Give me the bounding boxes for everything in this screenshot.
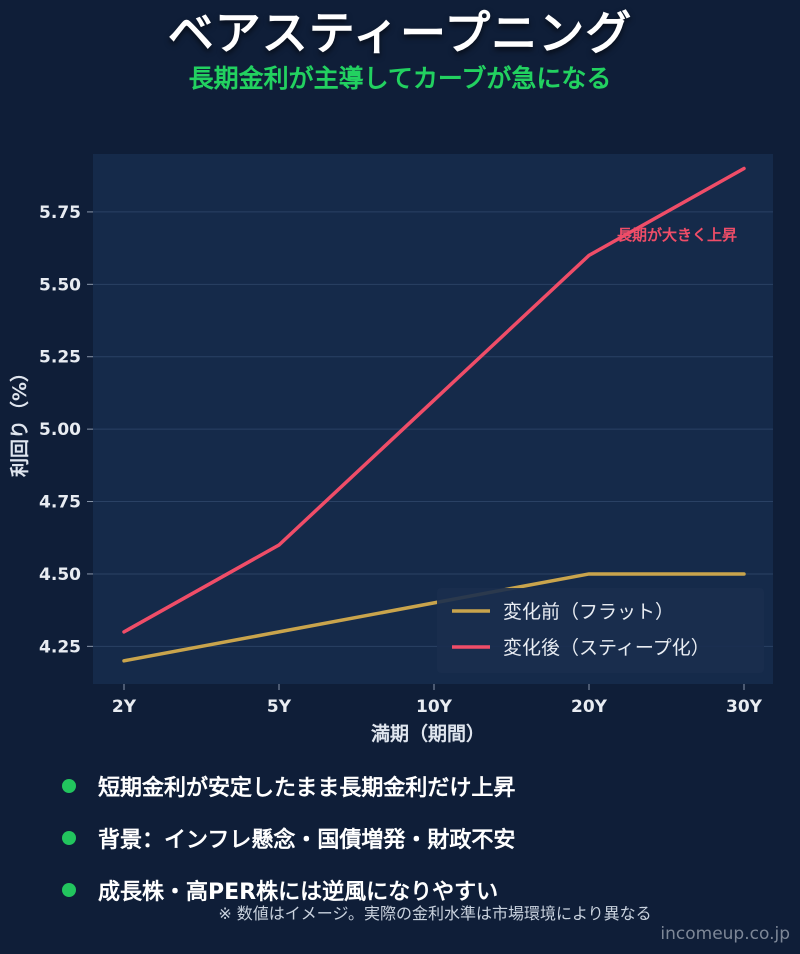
data-point [432, 601, 436, 605]
key-point-text: 短期金利が安定したまま長期金利だけ上昇 [98, 776, 516, 801]
y-axis-label: 利回り（%） [8, 363, 31, 477]
footnote: ※ 数値はイメージ。実際の金利水準は市場環境により異なる [218, 904, 652, 923]
x-tick-label: 30Y [726, 697, 763, 717]
legend-label-after: 変化後（スティープ化） [503, 637, 710, 659]
x-tick-label: 20Y [571, 697, 608, 717]
bullet-dot-icon [62, 779, 76, 793]
key-point-text: 背景：インフレ懸念・国債増発・財政不安 [98, 828, 516, 853]
legend-label-before: 変化前（フラット） [503, 601, 674, 623]
data-point [742, 166, 746, 170]
y-tick-label: 4.75 [39, 493, 81, 513]
y-tick-label: 5.25 [39, 348, 81, 368]
bullet-dot-icon [62, 883, 76, 897]
data-point [122, 630, 126, 634]
data-point [587, 253, 591, 257]
data-point [122, 659, 126, 663]
data-point [277, 543, 281, 547]
x-tick-label: 5Y [267, 697, 292, 717]
series-lines [122, 166, 746, 663]
key-point-item: 背景：インフレ懸念・国債増発・財政不安 [62, 812, 515, 864]
legend-box [437, 588, 764, 673]
y-tick-label: 5.00 [39, 420, 81, 440]
bullet-dot-icon [62, 831, 76, 845]
data-point [277, 630, 281, 634]
x-tick-label: 10Y [416, 697, 453, 717]
y-tick-label: 5.50 [39, 275, 81, 295]
y-tick-label: 4.25 [39, 637, 81, 657]
x-tick-label: 2Y [112, 697, 137, 717]
site-credit: incomeup.co.jp [660, 924, 790, 944]
data-point [432, 398, 436, 402]
yield-curve-chart: 4.25 4.50 4.75 5.00 5.25 5.50 5.75 2Y 5Y 10Y 20Y 30… [8, 154, 773, 745]
key-point-item: 短期金利が安定したまま長期金利だけ上昇 [62, 760, 515, 812]
key-point-text: 成長株・高PER株には逆風になりやすい [98, 880, 499, 905]
axis-ticks: 4.25 4.50 4.75 5.00 5.25 5.50 5.75 2Y 5Y 10Y 20Y 30… [39, 203, 763, 717]
key-points-list: 短期金利が安定したまま長期金利だけ上昇 背景：インフレ懸念・国債増発・財政不安 … [62, 760, 515, 916]
data-point [742, 572, 746, 576]
x-axis-label: 満期（期間） [371, 722, 485, 745]
legend: 変化前（フラット） 変化後（スティープ化） [437, 588, 764, 673]
y-tick-label: 4.50 [39, 565, 81, 585]
y-tick-label: 5.75 [39, 203, 81, 223]
data-point [587, 572, 591, 576]
key-point-item: 成長株・高PER株には逆風になりやすい [62, 864, 515, 916]
page-subtitle: 長期金利が主導してカーブが急になる [188, 64, 612, 93]
chart-annotation: 長期が大きく上昇 [617, 226, 737, 244]
page-title: ベアスティープニング [167, 6, 633, 60]
